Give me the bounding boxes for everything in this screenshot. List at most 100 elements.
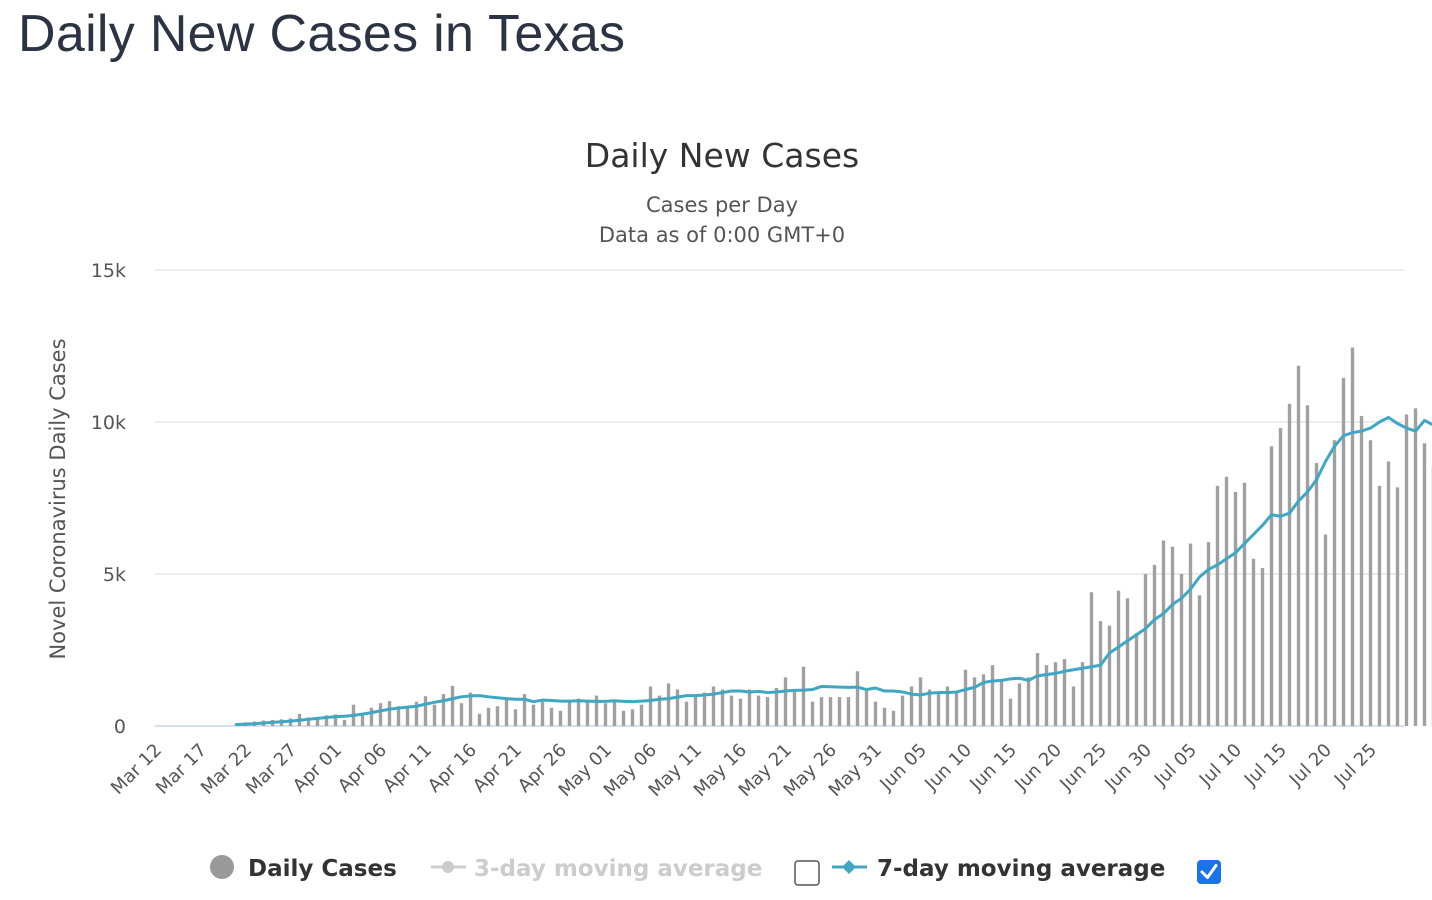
daily-cases-bar [990,665,995,726]
daily-cases-bar [963,669,968,726]
daily-cases-bar [342,719,347,726]
legend-item-7-day-moving-average[interactable]: 7-day moving average [832,856,1165,882]
legend-daily-cases-label: Daily Cases [248,856,397,882]
daily-cases-bar [1089,592,1094,726]
checkbox-3-day-moving-average[interactable] [794,860,820,886]
daily-cases-bar [1359,415,1364,726]
daily-cases-bar [531,704,536,726]
daily-cases-bar [513,709,518,726]
x-tick-label: Apr 21 [469,740,526,797]
legend-3-day-marker-icon [442,861,454,873]
daily-cases-bar [594,695,599,726]
x-tick-label: Apr 01 [289,740,346,797]
moving-average-line [235,415,1432,726]
legend-7-day-diamond-icon [842,860,856,874]
daily-cases-bar [1026,677,1031,726]
daily-cases-bar [576,698,581,726]
daily-cases-bar [1062,659,1067,726]
x-tick-label: Jul 25 [1330,740,1381,791]
x-tick-label: Jun 20 [1010,740,1066,796]
x-tick-label: Jul 05 [1150,740,1201,791]
daily-cases-bar [1017,683,1022,726]
x-tick-label: Apr 06 [334,740,391,797]
daily-cases-bar [765,697,770,726]
daily-cases-bar [360,715,365,726]
x-tick-label: Jul 10 [1195,740,1246,791]
daily-cases-bar [1224,476,1229,726]
daily-cases-bar [1332,440,1337,726]
daily-cases-bar [828,697,833,726]
daily-cases-bar [1215,485,1220,726]
daily-cases-bar [882,707,887,726]
daily-cases-bar [927,689,932,726]
daily-cases-bar [666,683,671,726]
daily-cases-bar [387,701,392,726]
daily-cases-bar [1368,440,1373,726]
page-title: Daily New Cases in Texas [18,5,626,63]
daily-cases-bar [315,716,320,726]
daily-cases-bar [1395,487,1400,726]
y-tick-label: 0 [114,716,126,738]
daily-cases-bar [1422,443,1427,726]
legend-3-day-label: 3-day moving average [474,856,762,882]
daily-cases-bar [567,701,572,726]
daily-cases-bar [819,697,824,726]
daily-cases-bar [981,674,986,726]
daily-cases-bar [603,703,608,726]
daily-cases-bar [702,692,707,726]
daily-cases-bar [1080,662,1085,726]
daily-cases-bar [810,701,815,726]
legend-7-day-label: 7-day moving average [877,856,1165,882]
x-tick-label: Mar 27 [242,740,301,799]
daily-cases-bar [504,698,509,726]
x-tick-label: Jun 30 [1100,740,1156,796]
chart-subtitle-line-1: Cases per Day [646,193,798,217]
daily-cases-bar [900,695,905,726]
daily-cases-bar [1170,546,1175,726]
checkmark-icon [1200,864,1218,879]
daily-cases-bar [711,686,716,726]
daily-cases-bar [1296,365,1301,726]
daily-cases-bar [1323,534,1328,726]
daily-cases-bar [783,677,788,726]
daily-cases-bar [477,713,482,726]
daily-cases-bar [639,704,644,726]
daily-cases-bar [1134,633,1139,726]
daily-cases-bar [396,706,401,726]
daily-cases-bar [1098,621,1103,726]
daily-cases-bar [756,695,761,726]
x-tick-label: Jun 10 [920,740,976,796]
x-tick-label: Apr 16 [424,740,481,797]
daily-cases-bar [1233,491,1238,726]
daily-cases-bar [549,707,554,726]
daily-cases-bar [1377,485,1382,726]
daily-cases-bar [612,701,617,726]
daily-cases-bar [720,689,725,726]
daily-cases-bar [1260,567,1265,726]
daily-cases-bar [945,686,950,726]
daily-cases-bar [864,689,869,726]
daily-cases-bar [1269,446,1274,726]
x-tick-label: Apr 11 [379,740,436,797]
daily-cases-bar [1386,461,1391,726]
daily-cases-bar [378,703,383,726]
daily-cases-bar [414,701,419,726]
checkbox-7-day-moving-average[interactable] [1197,860,1221,884]
daily-cases-bar [1305,405,1310,726]
x-tick-label: Jul 20 [1285,740,1336,791]
daily-cases-bar [918,677,923,726]
daily-cases-bar [1341,377,1346,726]
x-tick-label: Jun 05 [875,740,931,796]
daily-cases-bar [1053,662,1058,726]
chart-subtitle-line-2: Data as of 0:00 GMT+0 [599,223,845,247]
daily-cases-bar [1008,698,1013,726]
daily-cases-bar [369,707,374,726]
legend: Daily Cases 3-day moving average 7-day m… [210,855,1221,886]
legend-item-3-day-moving-average[interactable]: 3-day moving average [431,856,762,882]
y-tick-label: 5k [103,564,126,586]
daily-cases-bar [1350,347,1355,726]
daily-cases-bar [837,697,842,726]
legend-item-daily-cases[interactable]: Daily Cases [210,855,397,882]
